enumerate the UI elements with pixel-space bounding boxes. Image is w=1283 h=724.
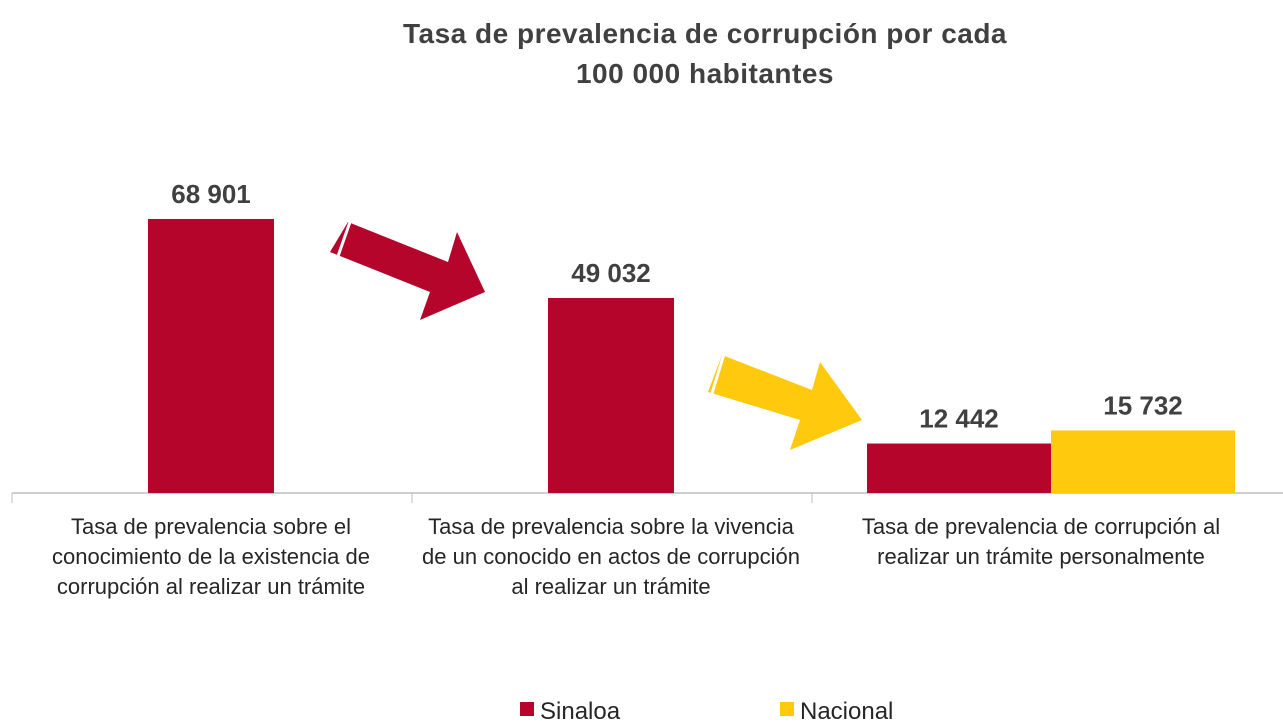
legend-label: Sinaloa (540, 698, 621, 724)
bar (548, 298, 674, 493)
arrow (330, 222, 485, 320)
arrow (708, 355, 862, 450)
legend-swatch (780, 702, 794, 716)
x-tick-label: Tasa de prevalencia sobre la vivencia de… (422, 514, 800, 599)
value-label: 68 901 (171, 179, 251, 209)
arrow-stripes (323, 217, 352, 263)
value-label: 15 732 (1103, 390, 1183, 420)
value-label: 49 032 (571, 258, 651, 288)
chart-title: Tasa de prevalencia de corrupción por ca… (402, 18, 1008, 89)
x-tick-label: Tasa de prevalencia de corrupción al rea… (861, 514, 1221, 569)
bar (148, 219, 274, 493)
legend-swatch (520, 702, 534, 716)
arrow-stripes (698, 349, 726, 401)
legend-label: Nacional (800, 698, 893, 724)
bar (1051, 430, 1235, 493)
bar (867, 443, 1051, 493)
x-tick-label: Tasa de prevalencia sobre el conocimient… (52, 514, 370, 599)
value-label: 12 442 (919, 404, 999, 434)
